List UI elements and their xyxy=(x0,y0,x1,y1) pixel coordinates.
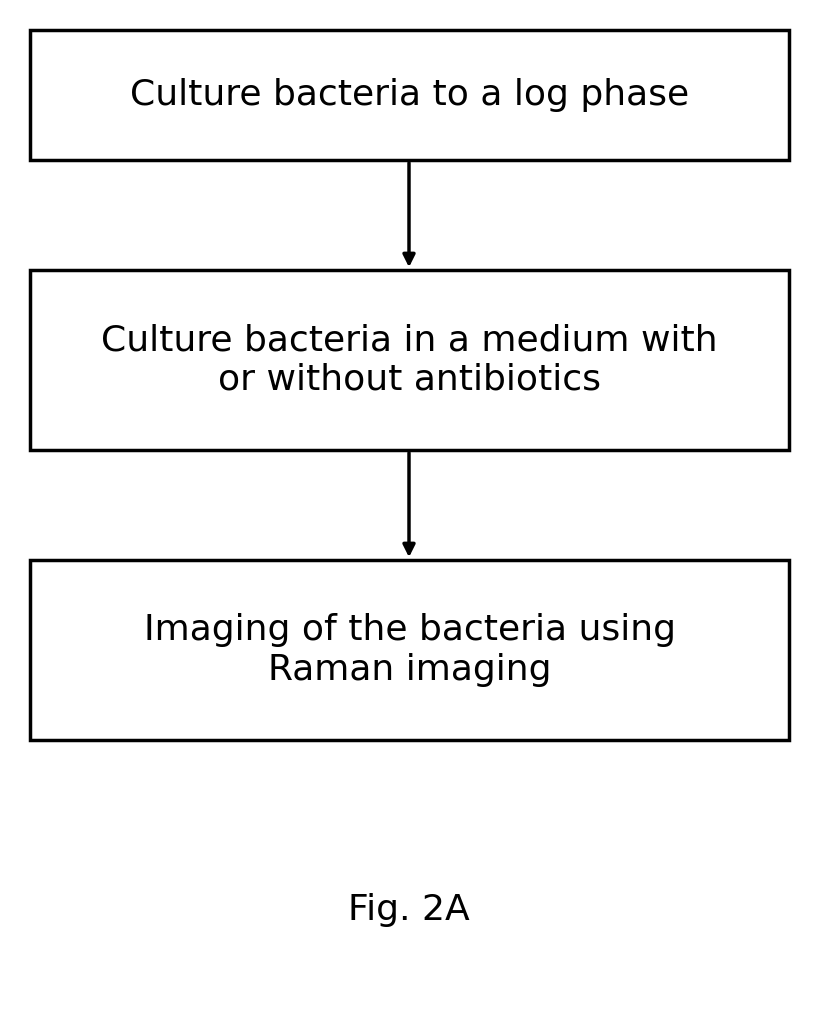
Text: Fig. 2A: Fig. 2A xyxy=(348,893,470,927)
Text: Culture bacteria in a medium with
or without antibiotics: Culture bacteria in a medium with or wit… xyxy=(102,323,717,396)
Text: Culture bacteria to a log phase: Culture bacteria to a log phase xyxy=(130,78,689,112)
Bar xyxy=(30,560,789,740)
Bar xyxy=(30,30,789,160)
Text: Imaging of the bacteria using
Raman imaging: Imaging of the bacteria using Raman imag… xyxy=(143,613,676,687)
Bar xyxy=(30,270,789,450)
